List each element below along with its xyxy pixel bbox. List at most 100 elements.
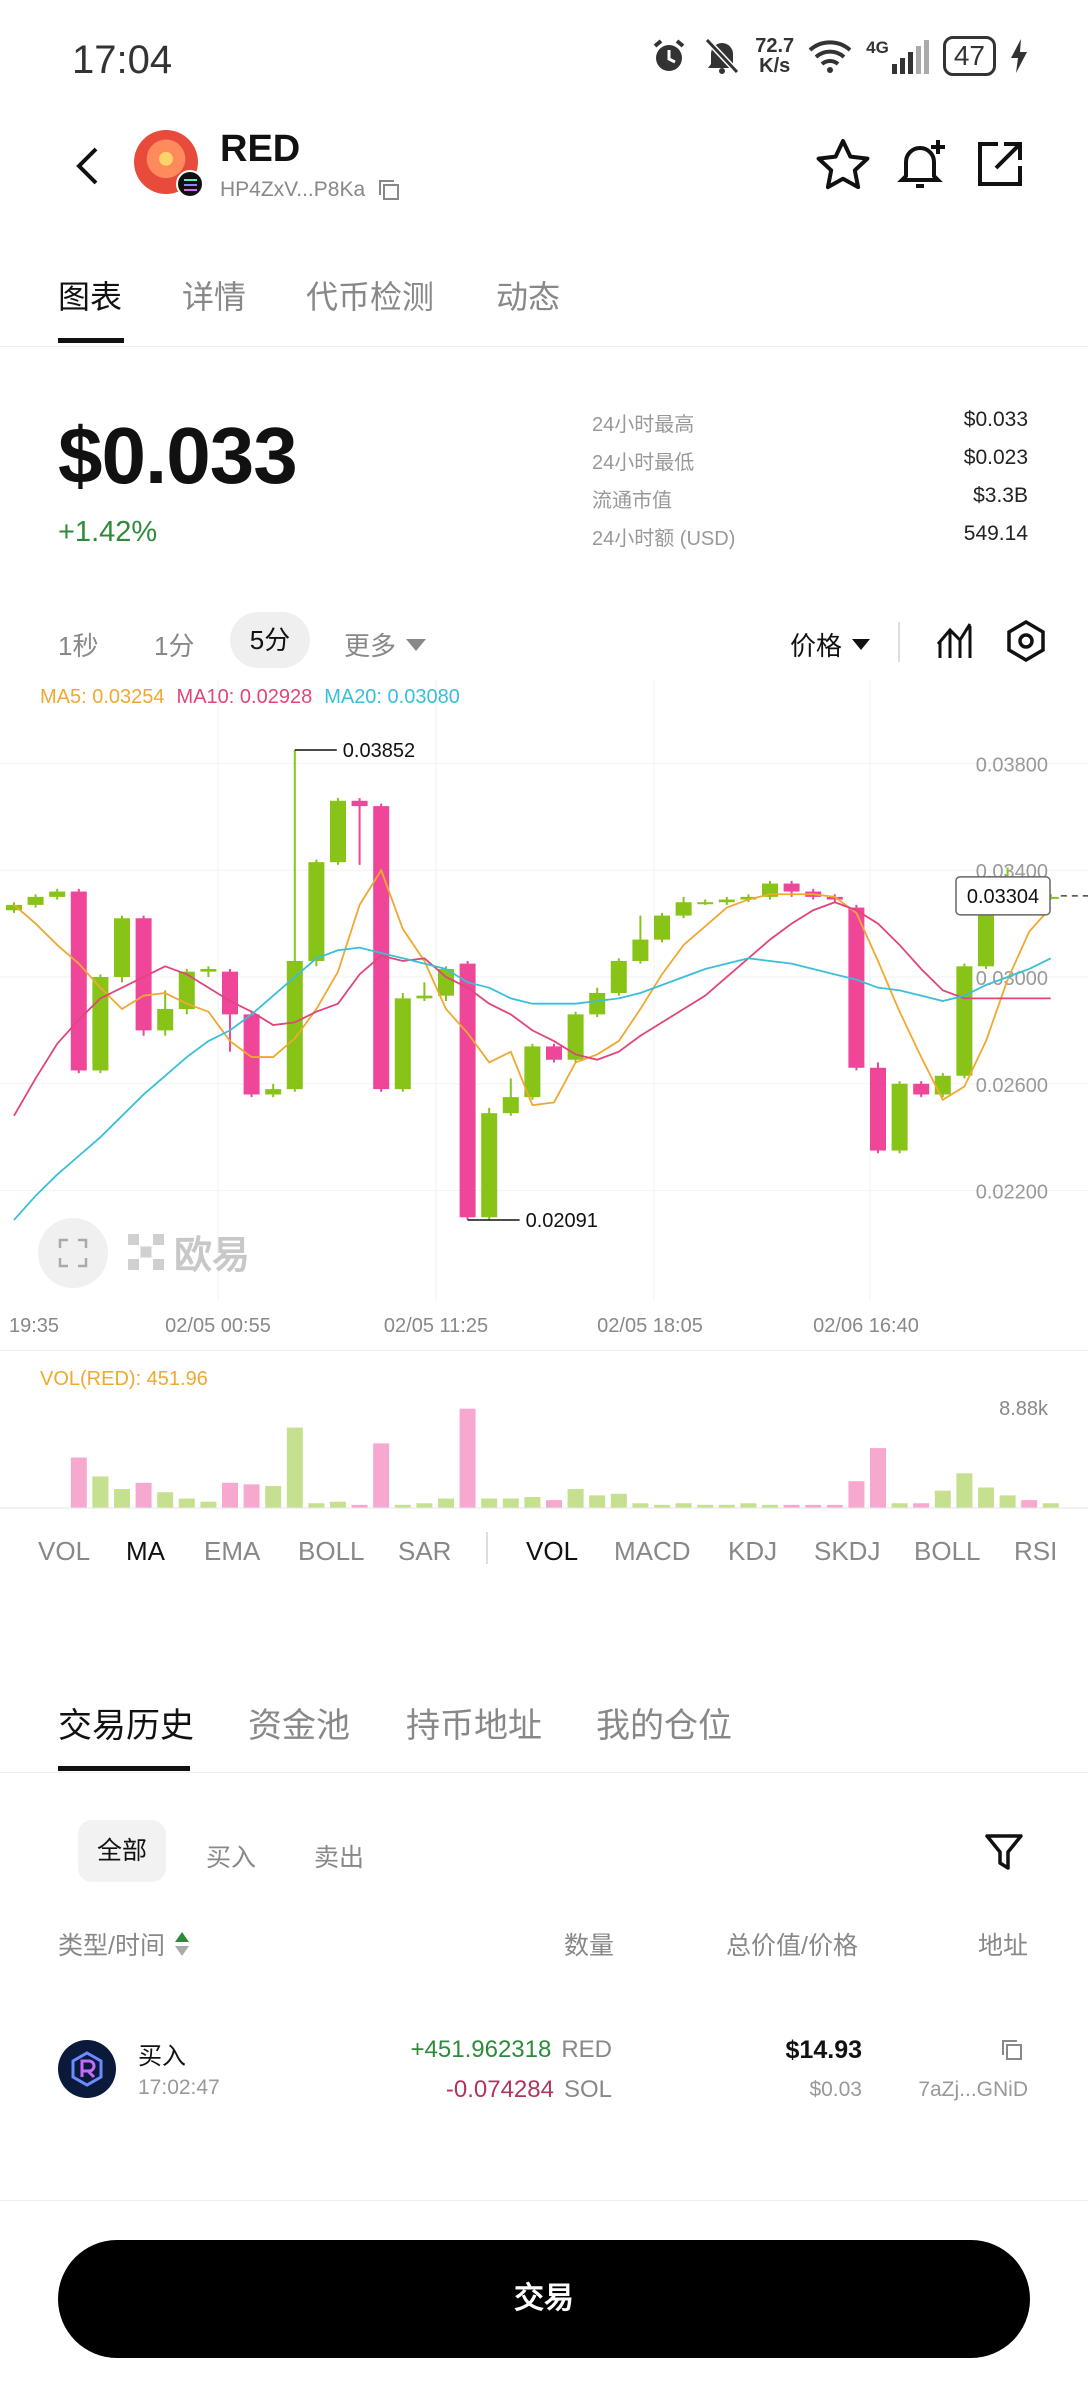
copy-icon[interactable]: [377, 178, 401, 202]
back-icon[interactable]: [74, 146, 100, 186]
trade-button[interactable]: 交易: [58, 2240, 1030, 2358]
candle-body: [394, 998, 411, 1090]
indicator-skdj[interactable]: SKDJ: [814, 1536, 881, 1566]
tab-liquidity-pool[interactable]: 资金池: [248, 1707, 350, 1745]
caret-down-icon: [852, 639, 871, 650]
charging-icon: [1011, 39, 1027, 73]
dex-logo-icon: [58, 2040, 116, 2098]
candle-body: [114, 918, 130, 977]
share-icon[interactable]: [976, 140, 1024, 188]
volume-bar: [740, 1503, 757, 1508]
volume-bar: [805, 1504, 822, 1508]
volume-bar: [610, 1493, 627, 1508]
tab-my-position[interactable]: 我的仓位: [596, 1707, 732, 1745]
candle-body: [157, 1009, 174, 1031]
indicator-ma[interactable]: MA: [126, 1536, 165, 1566]
fullscreen-icon[interactable]: [38, 1218, 108, 1288]
token-address-row: HP4ZxV...P8Ka: [220, 178, 401, 202]
indicator-macd[interactable]: MACD: [614, 1536, 691, 1566]
candle-body: [524, 1046, 541, 1098]
tab-activity[interactable]: 动态: [496, 279, 561, 315]
candle-body: [200, 968, 217, 972]
volume-bar: [718, 1504, 735, 1508]
trade-address[interactable]: 7aZj...GNiD: [918, 2078, 1028, 2101]
filter-buy[interactable]: 买入: [206, 1844, 257, 1872]
indicator-sar[interactable]: SAR: [398, 1536, 452, 1566]
candle-body: [27, 896, 44, 905]
star-icon[interactable]: [816, 138, 870, 190]
trade-time: 17:02:47: [138, 2076, 220, 2099]
ma10-line: [13, 901, 1051, 1117]
copy-icon[interactable]: [1000, 2038, 1024, 2062]
tab-details[interactable]: 详情: [182, 279, 247, 315]
indicator-boll-main[interactable]: BOLL: [298, 1536, 365, 1566]
trade-type: 买入: [138, 2043, 186, 2070]
candle-body: [286, 960, 303, 1090]
indicator-vol-sub[interactable]: VOL: [526, 1536, 579, 1566]
candle-body: [848, 907, 865, 1068]
price-selector[interactable]: 价格: [790, 626, 871, 663]
indicator-vol-main[interactable]: VOL: [38, 1536, 91, 1566]
volume-max: 8.88k: [999, 1398, 1048, 1420]
tab-token-check[interactable]: 代币检测: [306, 279, 435, 315]
volume-bar: [157, 1492, 174, 1508]
tab-chart[interactable]: 图表: [58, 279, 123, 315]
trade-total: $14.93: [785, 2036, 862, 2064]
volume-bar: [459, 1408, 476, 1508]
stat-volume-value: 549.14: [963, 522, 1028, 545]
indicator-ema[interactable]: EMA: [204, 1536, 261, 1566]
volume-bar: [1021, 1500, 1038, 1508]
y-tick-label: 0.03000: [976, 968, 1048, 990]
signal-icon: 4G: [866, 38, 929, 74]
volume-bar: [438, 1498, 454, 1508]
tab-underline: [58, 1766, 190, 1771]
token-logo: [134, 130, 204, 198]
alert-bell-add-icon[interactable]: [894, 136, 950, 192]
candle-body: [654, 915, 670, 940]
token-name: RED: [220, 128, 301, 170]
trade-price: $0.03: [809, 2078, 862, 2101]
candle-body: [913, 1083, 930, 1095]
stat-low-label: 24小时最低: [592, 452, 695, 474]
volume-bar: [416, 1503, 433, 1508]
settings-hex-icon[interactable]: [1006, 620, 1046, 662]
current-price: $0.033: [58, 411, 298, 500]
candle-body: [265, 1089, 282, 1095]
candle-body: [373, 806, 390, 1090]
candle-body: [956, 966, 973, 1076]
candle-body: [6, 904, 22, 911]
stat-low-value: $0.023: [963, 446, 1028, 469]
status-icons: 72.7 K/s 4G 47: [649, 36, 1028, 76]
stat-high-label: 24小时最高: [592, 414, 695, 436]
column-total: 总价值/价格: [726, 1932, 858, 1960]
filter-all[interactable]: 全部: [78, 1820, 166, 1882]
candle-body: [178, 971, 195, 1010]
indicator-kdj[interactable]: KDJ: [728, 1536, 778, 1566]
table-row[interactable]: 买入 17:02:47 +451.962318 RED -0.074284 SOL …: [0, 2000, 1088, 2150]
ma20-line: [13, 946, 1052, 1221]
column-type-time[interactable]: 类型/时间: [58, 1926, 189, 1962]
filter-icon[interactable]: [984, 1832, 1024, 1872]
timeframe-1s[interactable]: 1秒: [58, 631, 99, 661]
tab-trade-history[interactable]: 交易历史: [58, 1707, 194, 1745]
mute-bell-icon: [705, 37, 740, 75]
volume-bar: [762, 1504, 778, 1508]
indicator-boll-sub[interactable]: BOLL: [914, 1536, 981, 1566]
tab-holders[interactable]: 持币地址: [406, 1707, 542, 1745]
candle-body: [718, 899, 735, 903]
volume-bar: [114, 1489, 130, 1508]
y-tick-label: 0.02600: [976, 1075, 1048, 1097]
candlestick-chart[interactable]: 0.038000.034000.030000.026000.0220019:35…: [0, 680, 1088, 1360]
timeframe-more[interactable]: 更多: [344, 626, 427, 663]
candle-body: [934, 1075, 951, 1095]
candle-body: [438, 968, 454, 996]
indicator-chart-icon[interactable]: [936, 620, 972, 660]
volume-bar: [589, 1495, 606, 1508]
timeframe-1m[interactable]: 1分: [154, 631, 195, 661]
volume-bar: [999, 1495, 1016, 1508]
filter-sell[interactable]: 卖出: [314, 1844, 365, 1872]
timeframe-5m[interactable]: 5分: [230, 612, 310, 668]
indicator-rsi[interactable]: RSI: [1014, 1536, 1058, 1566]
candle-body: [49, 891, 66, 897]
volume-bar: [373, 1443, 390, 1508]
